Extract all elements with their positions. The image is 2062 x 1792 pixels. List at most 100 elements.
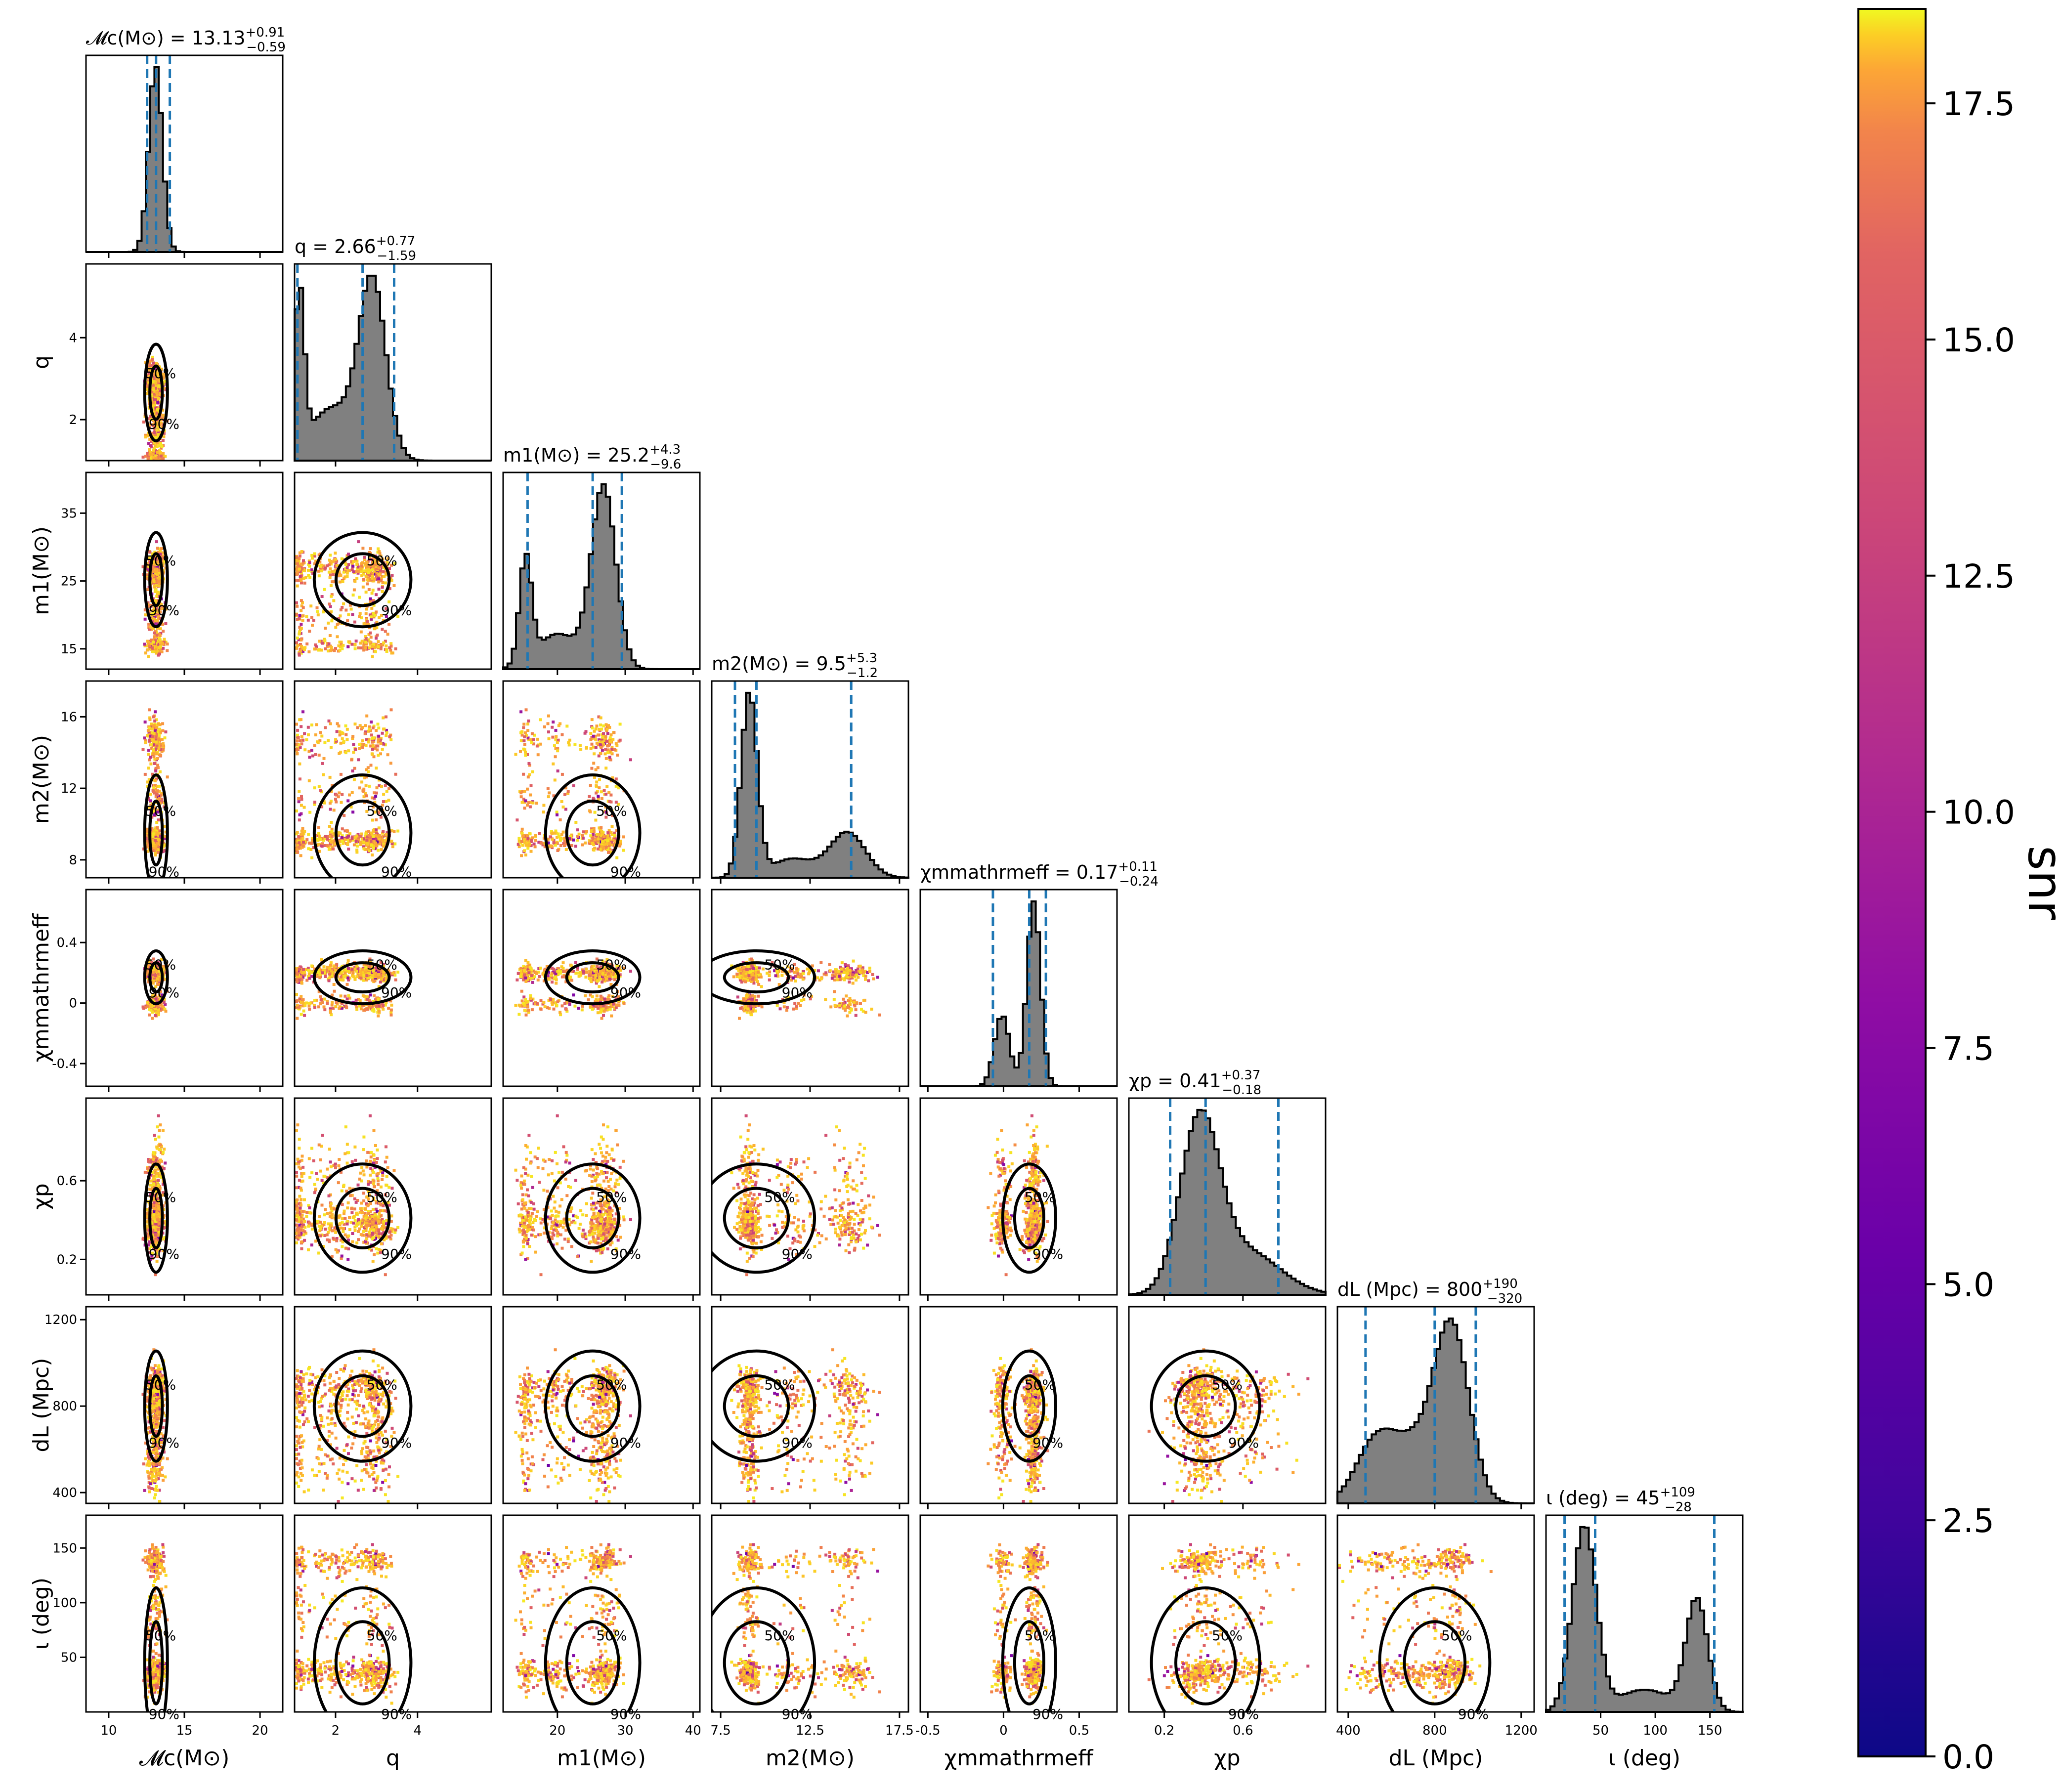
sample-point [529,738,532,741]
sample-point [362,743,366,746]
sample-point [345,571,349,575]
sample-point [362,648,366,652]
sample-point [377,726,381,729]
sample-point [384,630,387,633]
sample-point [330,645,333,649]
sample-point [326,835,329,838]
sample-point [153,779,157,782]
sample-point [164,455,167,458]
sample-point [144,433,147,437]
sample-point [367,568,370,571]
sample-point [369,845,373,849]
sample-point [151,609,155,612]
sample-point [295,579,299,582]
sample-point [299,570,302,573]
sample-point [152,644,155,647]
sample-point [335,559,339,563]
sample-point [307,563,310,566]
sample-point [154,1007,157,1011]
sample-point [148,448,151,451]
contour-90 [312,531,413,629]
sample-point [154,436,158,439]
sample-point [156,451,159,454]
sample-point [379,555,383,558]
sample-point [144,1006,147,1009]
sample-point [363,994,366,998]
sample-point [373,828,376,831]
sample-point [351,737,354,740]
sample-point [528,805,532,809]
sample-point [156,435,159,439]
sample-point [296,728,300,732]
sample-point [389,644,393,648]
sample-point [382,619,385,622]
sample-point [145,971,149,974]
sample-point [383,727,386,731]
sample-point [601,744,604,748]
sample-point [323,741,327,744]
sample-point [305,642,309,645]
scatter-panel-m1-m2: 50%90% [502,680,701,884]
sample-point [526,736,530,740]
sample-point [149,1008,153,1012]
sample-point [151,973,154,977]
sample-point [333,649,336,652]
sample-point [319,731,322,734]
sample-point [158,637,161,640]
sample-point [348,996,351,1000]
sample-point [314,559,317,563]
sample-point [559,844,562,847]
sample-point [386,831,389,835]
sample-point [160,748,163,751]
sample-point [616,753,619,757]
sample-point [608,736,612,740]
sample-point [363,776,366,779]
sample-point [519,750,522,753]
sample-point [350,560,353,563]
sample-point [314,643,317,646]
sample-point [151,735,154,738]
sample-point [147,604,150,608]
sample-point [319,1002,322,1005]
sample-point [566,792,570,795]
sample-point [154,997,158,1001]
sample-point [534,839,537,842]
sample-point [154,839,157,842]
sample-point [365,839,369,842]
y-axis-label-m2: m2(M⊙) [29,735,54,824]
sample-point [555,831,558,835]
sample-point [560,833,563,836]
sample-point [148,644,151,648]
sample-point [155,744,159,748]
sample-point [328,775,332,779]
sample-point [614,801,618,804]
sample-point [303,973,306,977]
sample-point [142,1007,145,1010]
sample-point [149,603,152,607]
sample-point [359,835,363,838]
sample-point [374,795,378,798]
sample-point [323,639,327,642]
sample-point [304,968,307,971]
sample-point [522,798,525,801]
sample-point [329,567,332,571]
sample-point [531,801,535,805]
sample-point [155,391,159,394]
sample-point [378,835,381,838]
sample-point [595,725,599,727]
sample-point [145,830,149,833]
sample-point [374,837,378,841]
sample-point [361,746,364,749]
sample-point [308,811,312,814]
sample-point [366,565,370,568]
sample-point [324,566,327,570]
sample-point [329,842,332,846]
sample-point [347,749,350,753]
sample-point [362,840,365,844]
sample-point [380,848,383,852]
sample-point [156,973,160,976]
sample-point [602,789,606,792]
sample-point [155,606,158,609]
sample-point [141,565,145,568]
sample-point [320,805,324,809]
